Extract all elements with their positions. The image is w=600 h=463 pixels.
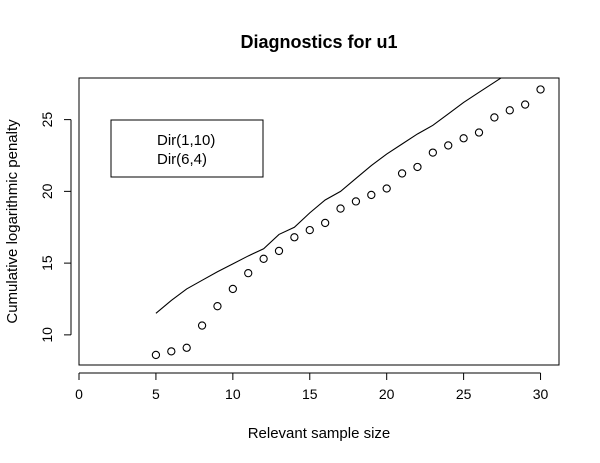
series-point-dir-6-4 [244, 269, 253, 278]
x-tick-label: 20 [379, 386, 395, 402]
legend-entry-1: Dir(1,10) [157, 132, 215, 149]
series-point-dir-6-4 [413, 162, 422, 172]
series-point-dir-6-4 [320, 218, 330, 228]
series-point-dir-6-4 [182, 343, 191, 352]
chart-title: Diagnostics for u1 [240, 32, 397, 52]
series-point-dir-6-4 [336, 204, 345, 213]
x-tick-label: 0 [75, 386, 83, 402]
series-point-dir-6-4 [351, 197, 361, 206]
y-axis: 10 15 20 25 [39, 112, 72, 343]
y-tick-label: 15 [39, 255, 55, 271]
legend-entry-2: Dir(6,4) [157, 151, 207, 168]
series-point-dir-6-4 [397, 169, 407, 178]
y-tick-label: 20 [39, 183, 55, 199]
series-point-dir-6-4 [521, 100, 530, 109]
series-point-dir-6-4 [213, 302, 222, 311]
legend: Dir(1,10) Dir(6,4) [110, 119, 264, 178]
series-point-dir-6-4 [505, 106, 514, 115]
series-layer [151, 78, 545, 360]
series-point-dir-6-4 [167, 347, 176, 356]
series-point-dir-6-4 [474, 128, 484, 137]
y-tick-label: 25 [39, 112, 55, 128]
x-tick-label: 25 [456, 386, 472, 402]
series-point-dir-6-4 [228, 284, 237, 294]
series-point-dir-6-4 [259, 254, 268, 263]
series-point-dir-6-4 [490, 113, 499, 122]
series-point-dir-6-4 [428, 148, 437, 157]
y-axis-label: Cumulative logarithmic penalty [4, 119, 21, 324]
series-point-dir-6-4 [382, 184, 391, 193]
x-axis-label: Relevant sample size [248, 425, 391, 442]
x-tick-label: 5 [152, 386, 160, 402]
series-point-dir-6-4 [536, 85, 545, 94]
x-tick-label: 10 [225, 386, 241, 402]
series-point-dir-6-4 [459, 134, 468, 143]
y-tick-label: 10 [39, 327, 55, 343]
series-point-dir-6-4 [274, 246, 284, 256]
series-point-dir-6-4 [367, 190, 376, 200]
legend-box [110, 119, 264, 178]
x-tick-label: 30 [533, 386, 549, 402]
plot-area [78, 77, 560, 366]
series-line-dir-1-10 [155, 78, 502, 314]
x-tick-label: 15 [302, 386, 318, 402]
x-axis: 0 5 10 15 20 25 30 [75, 372, 549, 402]
series-point-dir-6-4 [444, 141, 453, 150]
series-point-dir-6-4 [197, 321, 207, 330]
series-point-dir-6-4 [151, 350, 161, 360]
series-point-dir-6-4 [305, 225, 314, 235]
series-point-dir-6-4 [290, 233, 299, 242]
